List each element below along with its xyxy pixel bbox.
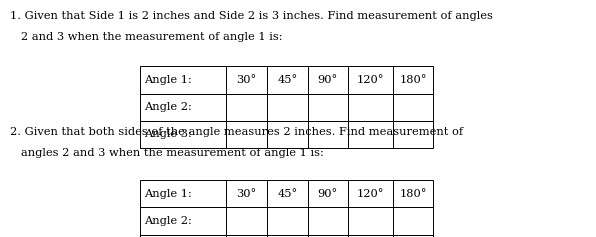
Bar — [348, 66, 393, 94]
Bar — [226, 66, 267, 94]
Bar — [140, 94, 226, 121]
Bar — [226, 121, 267, 148]
Text: 90°: 90° — [318, 189, 338, 199]
Bar — [393, 207, 433, 235]
Text: 2 and 3 when the measurement of angle 1 is:: 2 and 3 when the measurement of angle 1 … — [10, 32, 283, 42]
Bar — [308, 66, 348, 94]
Text: 180°: 180° — [399, 189, 427, 199]
Bar — [308, 94, 348, 121]
Text: 45°: 45° — [277, 189, 297, 199]
Bar — [267, 94, 308, 121]
Text: 90°: 90° — [318, 75, 338, 85]
Bar — [140, 235, 226, 237]
Text: Angle 1:: Angle 1: — [144, 75, 192, 85]
Text: 45°: 45° — [277, 75, 297, 85]
Bar — [267, 66, 308, 94]
Bar — [226, 235, 267, 237]
Bar — [308, 207, 348, 235]
Text: 30°: 30° — [237, 189, 257, 199]
Bar — [140, 180, 226, 207]
Bar — [348, 235, 393, 237]
Text: Angle 3:: Angle 3: — [144, 129, 192, 140]
Text: 180°: 180° — [399, 75, 427, 85]
Text: Angle 2:: Angle 2: — [144, 216, 192, 226]
Bar — [393, 94, 433, 121]
Text: Angle 2:: Angle 2: — [144, 102, 192, 112]
Bar — [226, 94, 267, 121]
Text: 120°: 120° — [356, 189, 384, 199]
Bar — [267, 207, 308, 235]
Bar — [393, 66, 433, 94]
Bar — [393, 235, 433, 237]
Bar — [308, 235, 348, 237]
Bar — [348, 207, 393, 235]
Bar — [226, 180, 267, 207]
Bar — [140, 207, 226, 235]
Text: 30°: 30° — [237, 75, 257, 85]
Text: angles 2 and 3 when the measurement of angle 1 is:: angles 2 and 3 when the measurement of a… — [10, 148, 324, 158]
Bar — [267, 121, 308, 148]
Bar — [348, 180, 393, 207]
Text: Angle 1:: Angle 1: — [144, 189, 192, 199]
Text: 120°: 120° — [356, 75, 384, 85]
Bar — [140, 66, 226, 94]
Bar — [140, 121, 226, 148]
Text: 2. Given that both sides of the angle measures 2 inches. Find measurement of: 2. Given that both sides of the angle me… — [10, 127, 463, 137]
Bar — [348, 94, 393, 121]
Text: 1. Given that Side 1 is 2 inches and Side 2 is 3 inches. Find measurement of ang: 1. Given that Side 1 is 2 inches and Sid… — [10, 11, 493, 21]
Bar — [226, 207, 267, 235]
Bar — [308, 121, 348, 148]
Bar — [267, 235, 308, 237]
Bar — [267, 180, 308, 207]
Bar — [348, 121, 393, 148]
Bar — [393, 180, 433, 207]
Bar — [393, 121, 433, 148]
Bar — [308, 180, 348, 207]
